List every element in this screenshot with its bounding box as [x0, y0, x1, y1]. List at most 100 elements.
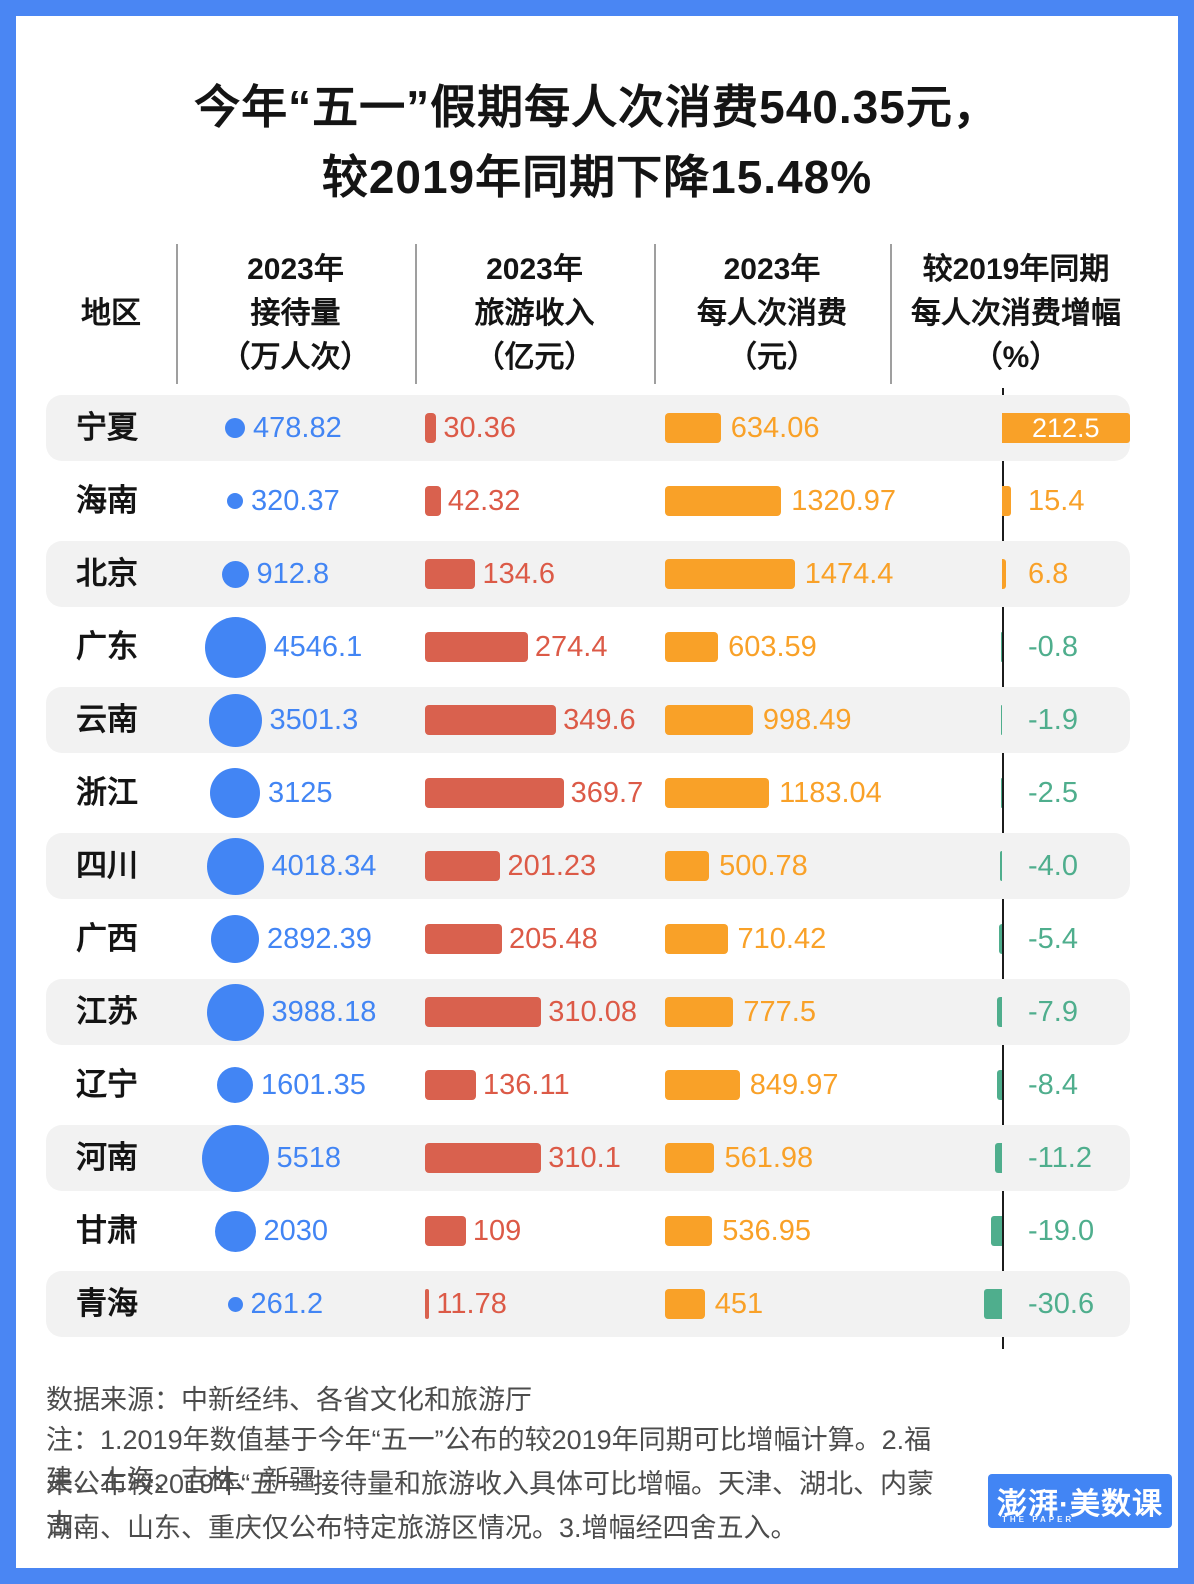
region-label: 宁夏 — [76, 410, 138, 445]
table-row: 辽宁 1601.35 136.11 849.97 -8.4 — [46, 1052, 1130, 1118]
revenue-bar — [425, 559, 476, 589]
reception-value: 261.2 — [250, 1288, 324, 1320]
growth-value: 6.8 — [1028, 558, 1069, 590]
revenue-bar — [425, 705, 557, 735]
table-row: 甘肃 2030 109 536.95 -19.0 — [46, 1198, 1130, 1264]
spend-value: 603.59 — [728, 631, 817, 663]
growth-bar — [990, 1216, 1002, 1246]
spend-value: 536.95 — [722, 1215, 811, 1247]
table-rows: 宁夏 478.82 30.36 634.06 212.5 海南 320.37 4… — [46, 388, 1130, 1349]
revenue-bar — [425, 632, 528, 662]
reception-value: 3125 — [268, 777, 333, 809]
spend-bar — [665, 486, 782, 516]
revenue-value: 42.32 — [447, 485, 521, 517]
table-row: 广西 2892.39 205.48 710.42 -5.4 — [46, 906, 1130, 972]
footnotes: 注：1.2019年数值基于今年“五一”公布的较2019年同期可比增幅计算。2.福… — [46, 1420, 966, 1552]
spend-bar — [665, 778, 770, 808]
growth-value: -0.8 — [1028, 631, 1078, 663]
spend-bar — [665, 559, 795, 589]
reception-value: 478.82 — [253, 412, 342, 444]
region-label: 河南 — [76, 1140, 138, 1175]
header-divider — [890, 244, 892, 384]
revenue-bar — [425, 1143, 542, 1173]
reception-circle — [214, 1210, 256, 1252]
reception-value: 3501.3 — [269, 704, 359, 736]
revenue-value: 201.23 — [507, 850, 597, 882]
region-label: 青海 — [76, 1286, 138, 1321]
growth-value: -1.9 — [1028, 704, 1078, 736]
spend-value: 849.97 — [749, 1069, 839, 1101]
revenue-value: 136.11 — [483, 1069, 570, 1101]
revenue-bar — [425, 997, 542, 1027]
reception-circle — [227, 1296, 243, 1312]
growth-value-inside: 212.5 — [1031, 413, 1100, 443]
spend-value: 998.49 — [762, 704, 852, 736]
reception-circle — [204, 616, 266, 678]
region-label: 海南 — [76, 483, 138, 518]
spend-value: 777.5 — [743, 996, 816, 1028]
page-title: 今年“五一”假期每人次消费540.35元， 较2019年同期下降15.48% — [16, 72, 1178, 212]
revenue-bar — [425, 924, 503, 954]
region-label: 四川 — [76, 848, 138, 883]
title-line-2: 较2019年同期下降15.48% — [321, 151, 873, 203]
infographic-card: 今年“五一”假期每人次消费540.35元， 较2019年同期下降15.48% 地… — [16, 16, 1178, 1568]
spend-bar — [665, 997, 734, 1027]
table-row: 江苏 3988.18 310.08 777.5 -7.9 — [46, 979, 1130, 1045]
revenue-value: 310.08 — [548, 996, 637, 1028]
spend-bar — [665, 1289, 705, 1319]
region-label: 江苏 — [76, 994, 138, 1029]
reception-circle — [217, 1067, 253, 1103]
reception-circle — [206, 983, 264, 1041]
spend-bar — [665, 1143, 715, 1173]
table-row: 北京 912.8 134.6 1474.4 6.8 — [46, 541, 1130, 607]
growth-value: -7.9 — [1028, 996, 1078, 1028]
spend-bar — [665, 924, 728, 954]
table-row: 浙江 3125 369.7 1183.04 -2.5 — [46, 760, 1130, 826]
revenue-bar — [425, 1070, 477, 1100]
table-header: 地区 2023年 接待量 （万人次） 2023年 旅游收入 （亿元） 2023年… — [16, 242, 1178, 386]
growth-value: 15.4 — [1028, 485, 1085, 517]
spend-bar — [665, 632, 719, 662]
revenue-value: 134.6 — [482, 558, 556, 590]
revenue-value: 274.4 — [534, 631, 608, 663]
revenue-value: 11.78 — [436, 1288, 507, 1320]
reception-value: 320.37 — [251, 485, 340, 517]
table-row: 四川 4018.34 201.23 500.78 -4.0 — [46, 833, 1130, 899]
growth-value: -2.5 — [1028, 777, 1078, 809]
reception-value: 2030 — [263, 1215, 329, 1247]
growth-bar — [998, 924, 1002, 954]
spend-value: 634.06 — [730, 412, 820, 444]
spend-bar — [665, 705, 753, 735]
spend-value: 451 — [714, 1288, 764, 1320]
header-divider — [176, 244, 178, 384]
title-line-1: 今年“五一”假期每人次消费540.35元， — [194, 81, 1000, 133]
table-row: 海南 320.37 42.32 1320.97 15.4 — [46, 468, 1130, 534]
reception-value: 2892.39 — [267, 923, 372, 955]
revenue-value: 205.48 — [509, 923, 598, 955]
growth-value: -11.2 — [1028, 1142, 1092, 1174]
reception-circle — [211, 915, 259, 963]
column-header-growth: 较2019年同期 每人次消费增幅 （%） — [911, 253, 1121, 374]
growth-value: -19.0 — [1028, 1215, 1095, 1247]
growth-bar — [996, 1070, 1002, 1100]
footnote-line: 未公布较2019年“五一”接待量和旅游收入具体可比增幅。天津、湖北、内蒙古、 — [46, 1469, 935, 1539]
region-label: 广西 — [76, 921, 138, 956]
revenue-bar — [425, 413, 437, 443]
spend-value: 500.78 — [719, 850, 808, 882]
revenue-value: 349.6 — [563, 704, 636, 736]
growth-bar — [1001, 632, 1002, 662]
table-row: 青海 261.2 11.78 451 -30.6 — [46, 1271, 1130, 1337]
reception-circle — [210, 768, 260, 818]
footnote-line: 注：1.2019年数值基于今年“五一”公布的较2019年同期可比增幅计算。2.福… — [46, 1425, 932, 1495]
growth-value: -5.4 — [1028, 923, 1078, 955]
reception-circle — [201, 1124, 269, 1192]
revenue-bar — [425, 1216, 466, 1246]
growth-bar — [1000, 705, 1002, 735]
growth-bar — [983, 1289, 1002, 1319]
growth-bar — [1002, 559, 1007, 589]
region-label: 浙江 — [76, 775, 138, 810]
column-header-spend: 2023年 每人次消费 （元） — [697, 253, 847, 374]
region-label: 北京 — [76, 556, 138, 591]
region-label: 广东 — [76, 629, 138, 664]
header-divider — [654, 244, 656, 384]
